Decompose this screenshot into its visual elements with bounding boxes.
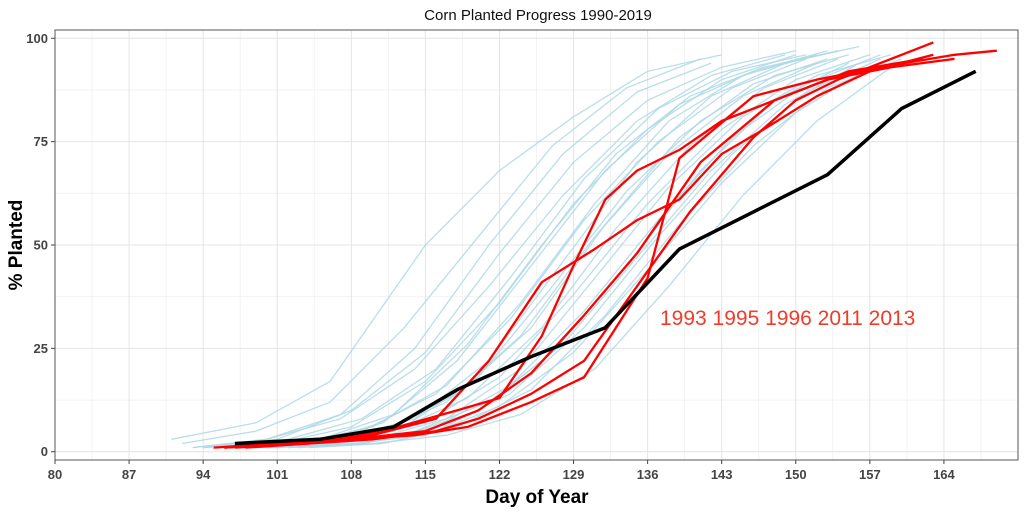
x-tick-label: 108: [340, 467, 362, 482]
background-year-line: [213, 54, 807, 449]
chart-title: Corn Planted Progress 1990-2019: [424, 7, 652, 24]
x-tick-label: 157: [859, 467, 881, 482]
background-year-line: [203, 50, 796, 449]
x-tick-label: 143: [711, 467, 733, 482]
highlight-year-line: [234, 57, 955, 449]
x-tick-label: 136: [637, 467, 659, 482]
tick-labels: 80 87 94 101 108 115 122 129 136 143 150 157 164 0 25 5…: [26, 31, 955, 482]
x-tick-label: 80: [48, 467, 62, 482]
y-tick-label: 50: [34, 238, 48, 253]
y-axis-label: % Planted: [6, 200, 27, 291]
x-tick-label: 87: [122, 467, 136, 482]
x-tick-label: 150: [785, 467, 807, 482]
background-year-line: [308, 58, 902, 449]
current-year-line: [234, 69, 977, 446]
background-year-line: [192, 62, 712, 449]
background-year-line: [181, 58, 701, 445]
current-year-line-path: [234, 69, 977, 446]
background-year-line: [171, 54, 722, 440]
x-tick-label: 129: [563, 467, 585, 482]
highlight-year-line: [224, 53, 934, 449]
x-axis-label: Day of Year: [485, 487, 589, 508]
x-tick-label: 94: [196, 467, 211, 482]
background-year-line: [245, 50, 839, 449]
highlight-year-lines: [213, 41, 997, 449]
y-tick-label: 0: [41, 444, 48, 459]
background-year-line: [298, 54, 892, 449]
x-tick-label: 122: [489, 467, 511, 482]
background-year-line: [192, 54, 786, 449]
annotation-years: 1993 1995 1996 2011 2013: [660, 307, 915, 330]
x-tick-label: 115: [415, 467, 436, 482]
y-tick-label: 75: [34, 134, 48, 149]
y-tick-label: 25: [34, 341, 48, 356]
x-tick-label: 164: [933, 467, 955, 482]
y-tick-label: 100: [26, 31, 48, 46]
x-tick-label: 101: [266, 467, 288, 482]
